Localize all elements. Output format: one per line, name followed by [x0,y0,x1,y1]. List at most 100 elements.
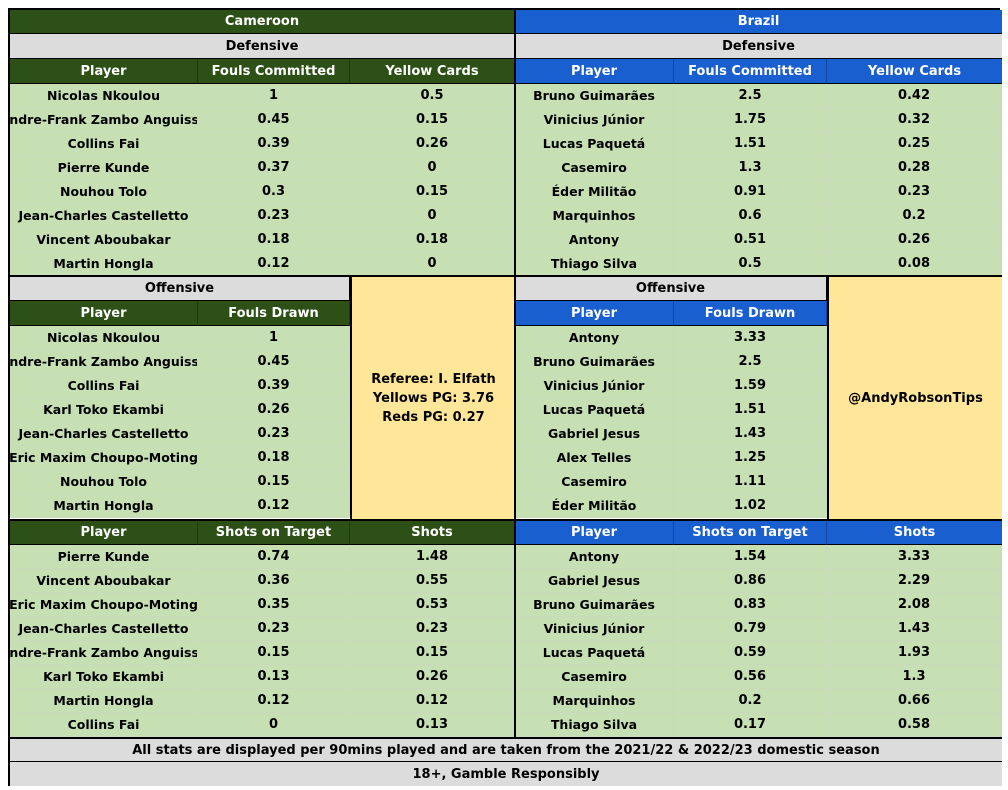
brazil-defensive-label: Defensive [515,34,1002,59]
brazil-def-value-cell: 0.08 [827,252,1002,276]
brazil-def-player-cell: Marquinhos [515,204,674,228]
brazil-def-value-cell: 0.25 [827,132,1002,156]
brazil-shots-value-cell: 0.17 [674,713,827,737]
brazil-off-player-cell: Gabriel Jesus [515,422,674,446]
brazil-def-player-cell: Lucas Paquetá [515,132,674,156]
brazil-shots-value-cell: 1.43 [827,617,1002,641]
brazil-off-player-cell: Vinicius Júnior [515,374,674,398]
brazil-off-player-cell: Éder Militão [515,494,674,518]
cameroon-def-value-cell: 0.45 [198,108,350,132]
cameroon-def-header-player: Player [10,59,198,84]
brazil-shots-value-cell: 2.29 [827,569,1002,593]
cameroon-def-player-cell: Martin Hongla [10,252,198,276]
brazil-off-player-cell: Casemiro [515,470,674,494]
brazil-def-value-cell: 1.75 [674,108,827,132]
footer-disclaimer: 18+, Gamble Responsibly [10,762,1002,786]
cameroon-shots-value-cell: 0.12 [198,689,350,713]
cameroon-off-value-cell: 0.23 [198,422,350,446]
brazil-def-value-cell: 0.51 [674,228,827,252]
brazil-shots-value-cell: 0.79 [674,617,827,641]
cameroon-shots-player-cell: Pierre Kunde [10,545,198,569]
brazil-def-value-cell: 0.26 [827,228,1002,252]
brazil-off-value-cell: 1.25 [674,446,827,470]
brazil-off-player-cell: Alex Telles [515,446,674,470]
brazil-def-value-cell: 0.5 [674,252,827,276]
brazil-def-value-cell: 0.42 [827,84,1002,108]
referee-reds: Reds PG: 0.27 [382,409,485,425]
cameroon-def-value-cell: 0.15 [350,108,515,132]
brazil-off-player-cell: Bruno Guimarães [515,350,674,374]
cameroon-def-value-cell: 0.39 [198,132,350,156]
brazil-shots-player-cell: Marquinhos [515,689,674,713]
cameroon-off-value-cell: 0.26 [198,398,350,422]
cameroon-def-player-cell: Jean-Charles Castelletto [10,204,198,228]
cameroon-def-value-cell: 0.26 [350,132,515,156]
cameroon-off-header-player: Player [10,301,198,326]
cameroon-shots-value-cell: 0.23 [198,617,350,641]
cameroon-title: Cameroon [10,10,515,34]
brazil-shots-header-sot: Shots on Target [674,520,827,545]
cameroon-def-value-cell: 1 [198,84,350,108]
brazil-off-value-cell: 1.51 [674,398,827,422]
cameroon-def-value-cell: 0.3 [198,180,350,204]
cameroon-offensive-label: Offensive [10,276,350,301]
center-divider [514,10,516,737]
cameroon-shots-value-cell: 1.48 [350,545,515,569]
brazil-shots-value-cell: 0.83 [674,593,827,617]
cameroon-def-value-cell: 0.18 [350,228,515,252]
cameroon-shots-header-shots: Shots [350,520,515,545]
brazil-def-value-cell: 1.3 [674,156,827,180]
referee-name: Referee: I. Elfath [371,371,496,387]
brazil-shots-player-cell: Vinicius Júnior [515,617,674,641]
referee-yellows: Yellows PG: 3.76 [372,390,495,406]
cameroon-off-player-cell: Collins Fai [10,374,198,398]
brazil-off-value-cell: 1.11 [674,470,827,494]
cameroon-def-value-cell: 0.37 [198,156,350,180]
cameroon-def-value-cell: 0.23 [198,204,350,228]
cameroon-shots-value-cell: 0.13 [350,713,515,737]
cameroon-off-player-cell: Andre-Frank Zambo Anguissa [10,350,198,374]
cameroon-shots-value-cell: 0.15 [350,641,515,665]
brazil-shots-value-cell: 0.66 [827,689,1002,713]
cameroon-shots-value-cell: 0.15 [198,641,350,665]
brazil-def-header-fouls: Fouls Committed [674,59,827,84]
cameroon-shots-value-cell: 0.36 [198,569,350,593]
brazil-def-value-cell: 0.91 [674,180,827,204]
brazil-def-value-cell: 0.2 [827,204,1002,228]
cameroon-def-header-yellows: Yellow Cards [350,59,515,84]
brazil-def-value-cell: 0.32 [827,108,1002,132]
brazil-off-header-fouls-drawn: Fouls Drawn [674,301,827,326]
brazil-shots-player-cell: Bruno Guimarães [515,593,674,617]
cameroon-off-header-fouls-drawn: Fouls Drawn [198,301,350,326]
brazil-shots-player-cell: Thiago Silva [515,713,674,737]
brazil-offensive-label: Offensive [515,276,827,301]
cameroon-shots-value-cell: 0.35 [198,593,350,617]
brazil-shots-value-cell: 3.33 [827,545,1002,569]
brazil-shots-value-cell: 0.86 [674,569,827,593]
cameroon-shots-value-cell: 0.12 [350,689,515,713]
brazil-def-header-player: Player [515,59,674,84]
offensive-top-divider [10,275,1002,277]
cameroon-shots-header-sot: Shots on Target [198,520,350,545]
brazil-shots-value-cell: 0.58 [827,713,1002,737]
cameroon-def-value-cell: 0 [350,252,515,276]
brazil-shots-value-cell: 1.3 [827,665,1002,689]
footer-note: All stats are displayed per 90mins playe… [10,737,1002,762]
cameroon-shots-header-player: Player [10,520,198,545]
cameroon-shots-player-cell: Vincent Aboubakar [10,569,198,593]
brazil-off-value-cell: 3.33 [674,326,827,350]
brazil-shots-value-cell: 1.54 [674,545,827,569]
brazil-shots-header-shots: Shots [827,520,1002,545]
cameroon-shots-value-cell: 0.74 [198,545,350,569]
cameroon-shots-player-cell: Jean-Charles Castelletto [10,617,198,641]
cameroon-def-player-cell: Collins Fai [10,132,198,156]
cameroon-def-value-cell: 0 [350,204,515,228]
brazil-shots-value-cell: 0.59 [674,641,827,665]
brazil-off-player-cell: Antony [515,326,674,350]
cameroon-def-header-fouls: Fouls Committed [198,59,350,84]
brazil-def-value-cell: 1.51 [674,132,827,156]
cameroon-def-value-cell: 0.15 [350,180,515,204]
brazil-def-value-cell: 0.6 [674,204,827,228]
cameroon-off-player-cell: Jean-Charles Castelletto [10,422,198,446]
brazil-off-value-cell: 1.43 [674,422,827,446]
